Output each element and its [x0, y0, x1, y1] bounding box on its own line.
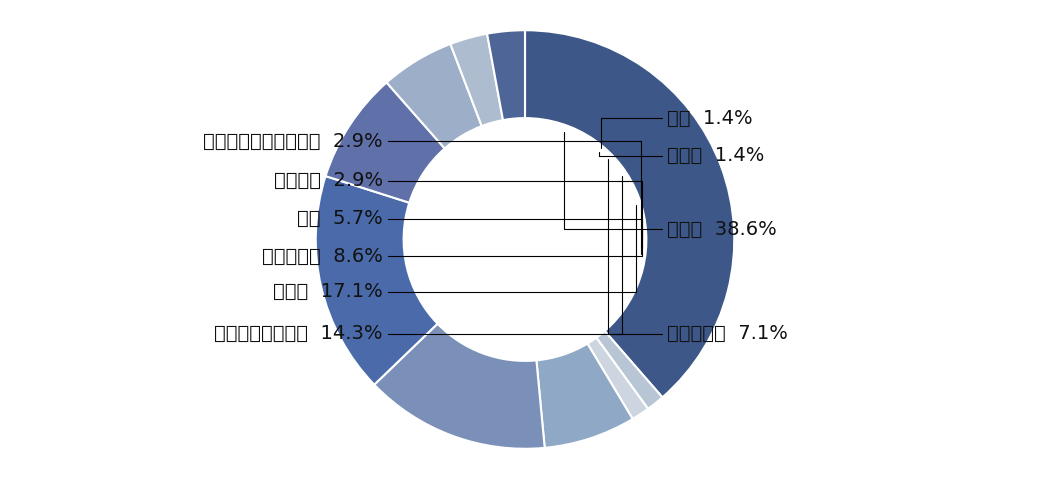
Text: 公務員  1.4%: 公務員 1.4%	[600, 146, 764, 165]
Wedge shape	[587, 338, 648, 419]
Wedge shape	[487, 30, 525, 120]
Wedge shape	[316, 176, 438, 385]
Text: 輸送  5.7%: 輸送 5.7%	[297, 209, 643, 240]
Text: 不動産業  2.9%: 不動産業 2.9%	[274, 171, 642, 248]
Text: 電気・ガス・熱・水道  2.9%: 電気・ガス・熱・水道 2.9%	[203, 132, 640, 254]
Text: 卸・小売業  8.6%: 卸・小売業 8.6%	[261, 230, 642, 266]
Wedge shape	[537, 343, 633, 448]
Wedge shape	[450, 34, 503, 126]
Wedge shape	[374, 324, 545, 449]
Text: 製造業  38.6%: 製造業 38.6%	[564, 132, 777, 239]
Text: 情報通信業  7.1%: 情報通信業 7.1%	[608, 160, 789, 343]
Wedge shape	[525, 30, 734, 398]
Wedge shape	[386, 44, 482, 148]
Wedge shape	[326, 82, 445, 203]
Text: 技術・サービス業  14.3%: 技術・サービス業 14.3%	[214, 176, 622, 343]
Text: 教員  1.4%: 教員 1.4%	[602, 109, 753, 148]
Text: 建設業  17.1%: 建設業 17.1%	[273, 205, 636, 301]
Wedge shape	[596, 331, 663, 409]
